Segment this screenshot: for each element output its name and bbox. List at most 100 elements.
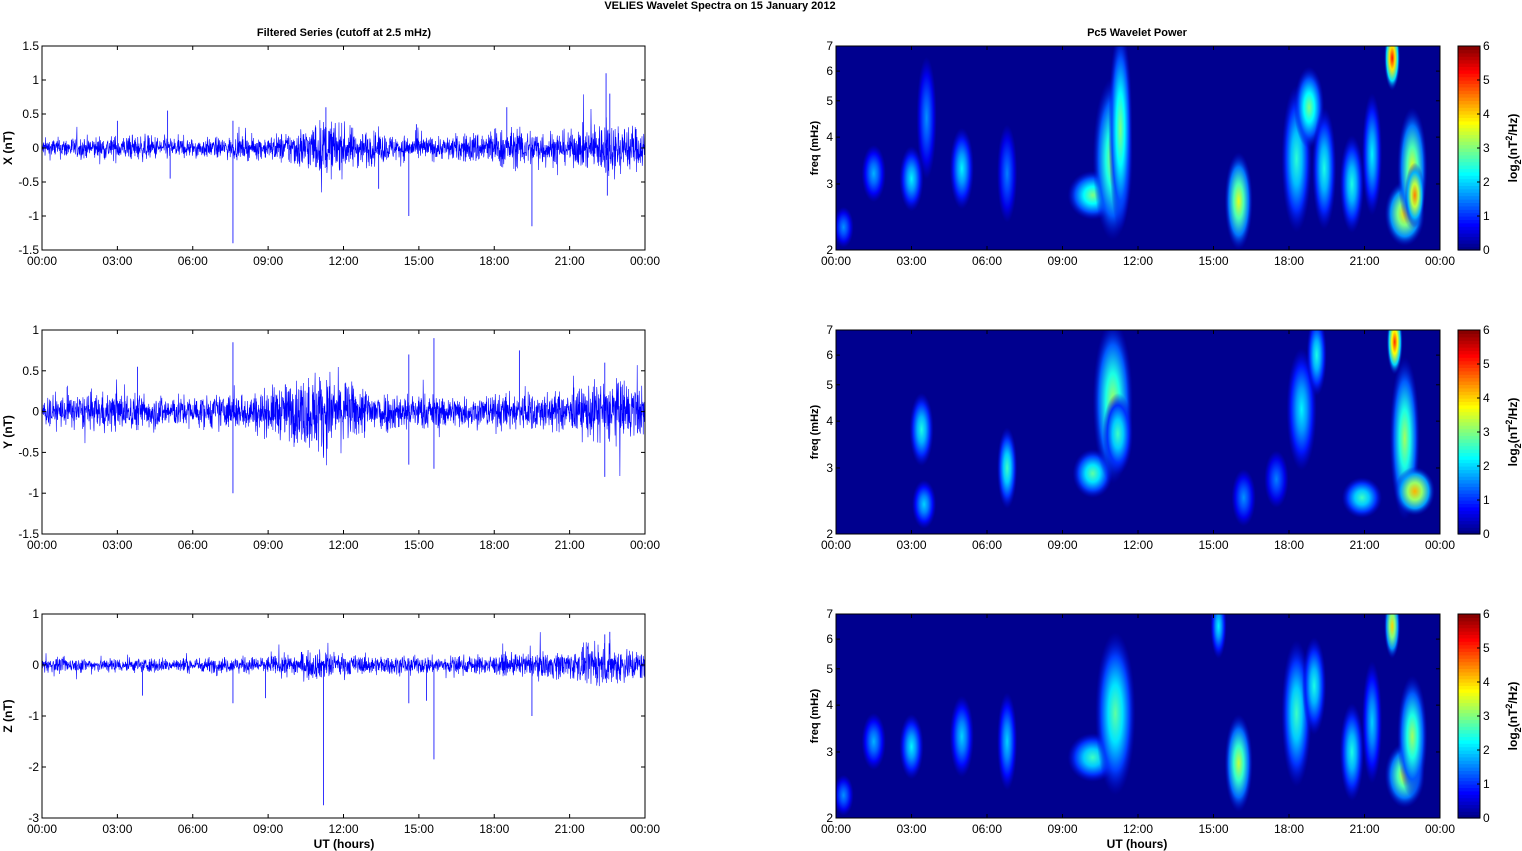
heatmap-z-power-blob xyxy=(949,695,974,778)
line-z-xtick-label: 15:00 xyxy=(404,822,434,836)
line-z-xtick-label: 18:00 xyxy=(479,822,509,836)
heatmap-z-colorbar-step xyxy=(1458,726,1480,731)
heatmap-z-colorbar-step xyxy=(1458,705,1480,710)
heatmap-z-power-blob xyxy=(1224,714,1253,813)
heatmap-z-colorbar-step xyxy=(1458,685,1480,690)
heatmap-x-colorbar-step xyxy=(1458,202,1480,207)
left-column-title: Filtered Series (cutoff at 2.5 mHz) xyxy=(257,27,432,39)
heatmap-z-colorbar-step xyxy=(1458,790,1480,795)
line-y-xtick-label: 03:00 xyxy=(102,538,132,552)
heatmap-x-colorbar-tick-label: 3 xyxy=(1483,141,1490,155)
heatmap-z-colorbar-step xyxy=(1458,651,1480,656)
line-z-xtick-label: 09:00 xyxy=(253,822,283,836)
heatmap-y-colorbar-tick-label: 0 xyxy=(1483,527,1490,541)
heatmap-y-colorbar-step xyxy=(1458,350,1480,355)
heatmap-x-colorbar-step xyxy=(1458,212,1480,217)
heatmap-y-colorbar-step xyxy=(1458,442,1480,447)
heatmap-z-ytick-label: 2 xyxy=(826,811,833,825)
line-y-ytick-label: 1 xyxy=(32,323,39,337)
heatmap-x-colorbar-step xyxy=(1458,86,1480,91)
heatmap-z-colorbar-step xyxy=(1458,763,1480,768)
heatmap-x-colorbar-step xyxy=(1458,144,1480,149)
heatmap-y-colorbar-step xyxy=(1458,340,1480,345)
heatmap-y-power-blob xyxy=(1102,393,1133,475)
line-z-xtick-label: 06:00 xyxy=(178,822,208,836)
heatmap-z-colorbar-step xyxy=(1458,627,1480,632)
heatmap-x-colorbar-step xyxy=(1458,124,1480,129)
heatmap-z-colorbar-step xyxy=(1458,658,1480,663)
heatmap-y-colorbar-step xyxy=(1458,394,1480,399)
line-z-xtick-label: 00:00 xyxy=(27,822,57,836)
heatmap-z-colorbar-step xyxy=(1458,722,1480,727)
heatmap-x-colorbar-label-part: log xyxy=(1506,164,1520,182)
heatmap-x-ytick-label: 4 xyxy=(826,130,833,144)
heatmap-y-colorbar-step xyxy=(1458,384,1480,389)
line-x-ytick-label: -1 xyxy=(28,209,39,223)
line-y-xtick-label: 15:00 xyxy=(404,538,434,552)
heatmap-y-colorbar-step xyxy=(1458,415,1480,419)
left-xlabel: UT (hours) xyxy=(314,837,375,851)
heatmap-x-xtick-label: 03:00 xyxy=(896,254,926,268)
heatmap-z-power-blob xyxy=(836,774,854,816)
heatmap-y-colorbar-step xyxy=(1458,377,1480,382)
heatmap-y-colorbar-step xyxy=(1458,489,1480,494)
heatmap-x-colorbar-step xyxy=(1458,168,1480,173)
heatmap-x-colorbar-step xyxy=(1458,188,1480,193)
heatmap-z-colorbar-step xyxy=(1458,736,1480,741)
heatmap-x-colorbar-step xyxy=(1458,205,1480,210)
heatmap-x-colorbar-step xyxy=(1458,185,1480,190)
heatmap-z-colorbar-step xyxy=(1458,719,1480,724)
heatmap-z-power-blob xyxy=(1361,661,1383,784)
heatmap-y-colorbar-step xyxy=(1458,449,1480,453)
heatmap-y-colorbar-step xyxy=(1458,360,1480,365)
line-y-xtick-label: 06:00 xyxy=(178,538,208,552)
heatmap-x-colorbar-step xyxy=(1458,120,1480,125)
heatmap-z-power-blob xyxy=(1397,675,1428,798)
heatmap-x-colorbar-tick-label: 4 xyxy=(1483,107,1490,121)
heatmap-z-colorbar-tick-label: 6 xyxy=(1483,607,1490,621)
line-x-xtick-label: 15:00 xyxy=(404,254,434,268)
heatmap-x-colorbar-step xyxy=(1458,226,1480,231)
heatmap-z-ytick-label: 6 xyxy=(826,632,833,646)
line-z-ytick-label: -2 xyxy=(28,760,39,774)
heatmap-x-colorbar-label-part: /Hz) xyxy=(1506,114,1520,136)
heatmap-x-colorbar-tick-label: 0 xyxy=(1483,243,1490,257)
figure-title: VELIES Wavelet Spectra on 15 January 201… xyxy=(604,0,835,12)
heatmap-x-colorbar-step xyxy=(1458,107,1480,112)
heatmap-z-colorbar-step xyxy=(1458,739,1480,744)
heatmap-z-colorbar-step xyxy=(1458,688,1480,693)
heatmap-z-xtick-label: 03:00 xyxy=(896,822,926,836)
heatmap-y-colorbar-label: log2(nT2/Hz) xyxy=(1504,398,1522,467)
heatmap-y-power-blob xyxy=(1394,466,1435,516)
heatmap-y-colorbar-step xyxy=(1458,391,1480,396)
line-y-series xyxy=(41,365,646,476)
line-z-ytick-label: 0 xyxy=(32,658,39,672)
heatmap-z-colorbar-label-part: /Hz) xyxy=(1506,682,1520,704)
heatmap-y-colorbar-step xyxy=(1458,506,1480,511)
heatmap-z-colorbar-tick-label: 4 xyxy=(1483,675,1490,689)
heatmap-y-colorbar-step xyxy=(1458,367,1480,372)
heatmap-y-background xyxy=(836,330,1440,534)
heatmap-y-colorbar-step xyxy=(1458,452,1480,457)
heatmap-y-colorbar-step xyxy=(1458,421,1480,426)
heatmap-x-colorbar-tick-label: 2 xyxy=(1483,175,1490,189)
line-z-xtick-label: 21:00 xyxy=(555,822,585,836)
heatmap-z-power-blob xyxy=(1302,636,1327,735)
heatmap-z-colorbar-step xyxy=(1458,780,1480,785)
heatmap-y-xtick-label: 03:00 xyxy=(896,538,926,552)
heatmap-x-xtick-label: 06:00 xyxy=(972,254,1002,268)
heatmap-y-power-blob xyxy=(997,427,1018,509)
heatmap-x-colorbar-step xyxy=(1458,137,1480,142)
heatmap-y-colorbar-label-part: log xyxy=(1506,448,1520,466)
heatmap-x-colorbar-step xyxy=(1458,131,1480,135)
heatmap-x-ylabel: freq (mHz) xyxy=(809,120,821,175)
heatmap-y-colorbar-tick-label: 2 xyxy=(1483,459,1490,473)
heatmap-z-colorbar-step xyxy=(1458,794,1480,799)
heatmap-z-colorbar-step xyxy=(1458,729,1480,734)
heatmap-z-colorbar-step xyxy=(1458,624,1480,629)
heatmap-y-colorbar-step xyxy=(1458,418,1480,423)
heatmap-x-colorbar-step xyxy=(1458,103,1480,108)
heatmap-z-colorbar-step xyxy=(1458,671,1480,676)
heatmap-x-xtick-label: 00:00 xyxy=(821,254,851,268)
heatmap-y-xtick-label: 00:00 xyxy=(821,538,851,552)
